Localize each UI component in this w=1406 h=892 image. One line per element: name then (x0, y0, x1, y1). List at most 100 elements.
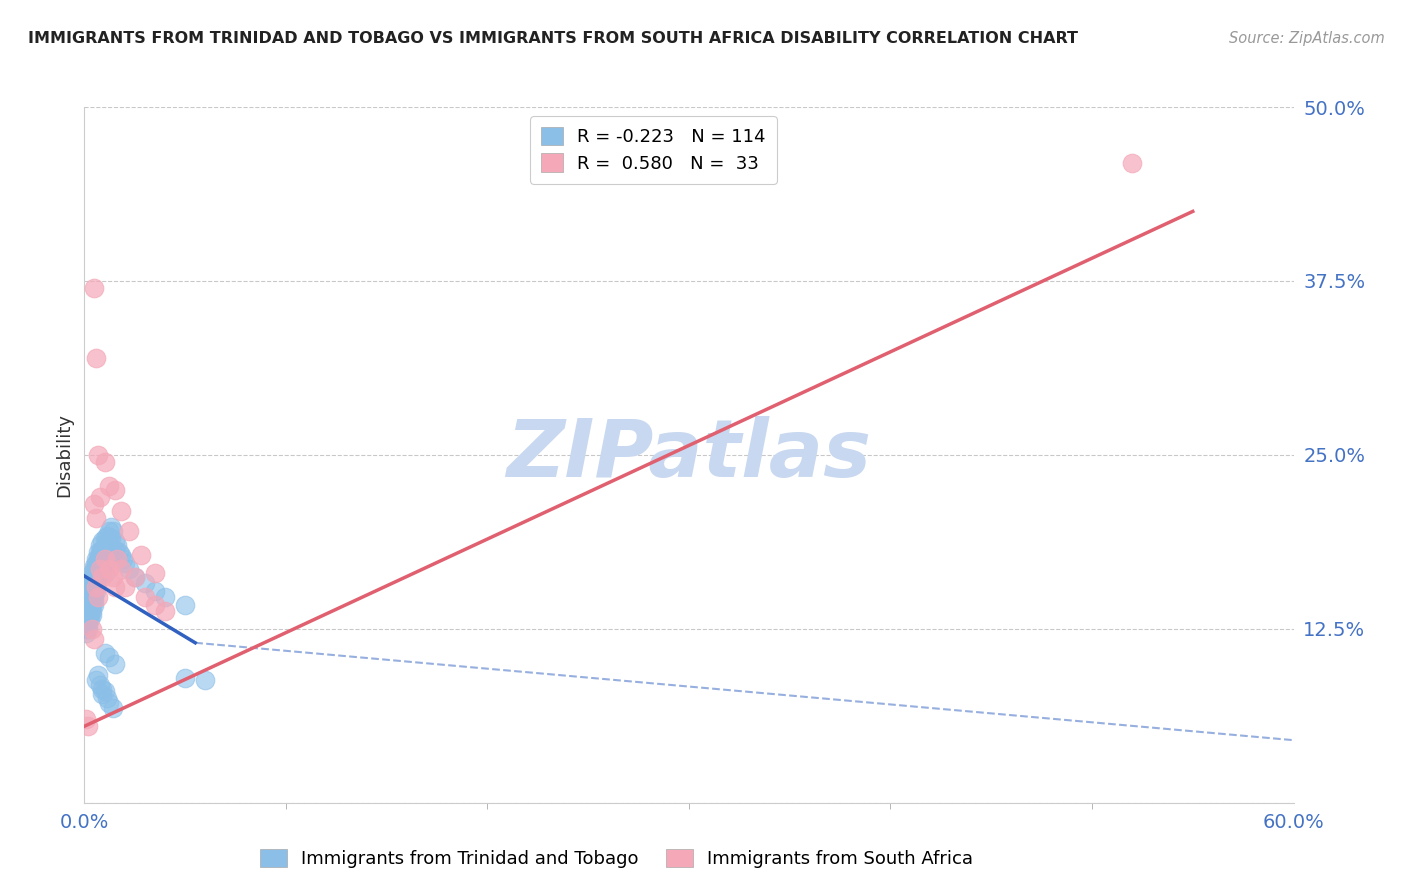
Point (89, 562, 111, 576)
Point (86, 351, 108, 365)
Point (86, 673, 108, 688)
Point (82, 576, 104, 591)
Point (77, 604, 100, 618)
Point (114, 557, 136, 571)
Point (77, 590, 100, 604)
Point (87, 448, 110, 462)
Point (75, 626, 97, 640)
Point (104, 483, 127, 497)
Point (87, 562, 110, 576)
Point (101, 701, 124, 715)
Point (82, 622, 104, 636)
Point (111, 552, 134, 566)
Point (77, 622, 100, 636)
Point (114, 580, 136, 594)
Point (89, 566, 111, 581)
Point (77, 598, 100, 612)
Point (86, 552, 108, 566)
Point (118, 562, 141, 576)
Point (79, 598, 101, 612)
Point (79, 604, 101, 618)
Point (96, 528, 118, 542)
Point (153, 604, 176, 618)
Point (75, 587, 97, 601)
Point (83, 594, 105, 608)
Point (97, 545, 120, 559)
Point (153, 590, 176, 604)
Point (87, 566, 110, 581)
Point (174, 671, 197, 685)
Point (89, 677, 111, 691)
Legend: Immigrants from Trinidad and Tobago, Immigrants from South Africa: Immigrants from Trinidad and Tobago, Imm… (250, 840, 983, 877)
Point (91, 552, 114, 566)
Point (97, 649, 120, 664)
Point (104, 580, 127, 594)
Text: ZIPatlas: ZIPatlas (506, 416, 872, 494)
Point (134, 576, 156, 591)
Point (77, 580, 100, 594)
Point (75, 612, 97, 626)
Point (86, 580, 108, 594)
Point (77, 617, 100, 632)
Point (91, 570, 114, 584)
Point (86, 580, 108, 594)
Point (124, 570, 146, 584)
Point (97, 534, 120, 549)
Point (83, 632, 105, 646)
Point (89, 538, 111, 552)
Text: IMMIGRANTS FROM TRINIDAD AND TOBAGO VS IMMIGRANTS FROM SOUTH AFRICA DISABILITY C: IMMIGRANTS FROM TRINIDAD AND TOBAGO VS I… (28, 31, 1078, 46)
Point (86, 510, 108, 524)
Point (143, 584, 166, 599)
Point (82, 598, 104, 612)
Point (93, 455, 115, 469)
Point (79, 590, 101, 604)
Point (89, 552, 111, 566)
Point (82, 604, 104, 618)
Point (79, 594, 101, 608)
Point (75, 712, 97, 726)
Point (75, 607, 97, 622)
Point (93, 646, 115, 660)
Point (174, 598, 197, 612)
Point (100, 520, 122, 534)
Point (87, 545, 110, 559)
Point (91, 534, 114, 549)
Y-axis label: Disability: Disability (55, 413, 73, 497)
Point (79, 612, 101, 626)
Point (87, 590, 110, 604)
Point (91, 681, 114, 696)
Point (1121, 155, 1143, 169)
Point (75, 598, 97, 612)
Point (100, 532, 122, 546)
Point (91, 542, 114, 557)
Point (83, 570, 105, 584)
Point (83, 580, 105, 594)
Point (97, 562, 120, 576)
Point (93, 557, 115, 571)
Point (75, 590, 97, 604)
Point (104, 657, 127, 671)
Point (77, 594, 100, 608)
Point (79, 573, 101, 587)
Point (89, 545, 111, 559)
Point (87, 667, 110, 681)
Point (75, 604, 97, 618)
Point (110, 548, 132, 562)
Point (79, 576, 101, 591)
Point (83, 598, 105, 612)
Point (86, 584, 108, 599)
Point (89, 559, 111, 574)
Point (105, 552, 128, 566)
Point (93, 538, 115, 552)
Point (83, 559, 105, 574)
Point (77, 607, 100, 622)
Point (194, 673, 217, 688)
Point (87, 557, 110, 571)
Point (104, 542, 127, 557)
Point (82, 566, 104, 581)
Point (107, 545, 129, 559)
Point (104, 534, 127, 549)
Point (82, 607, 104, 622)
Point (91, 687, 114, 701)
Point (124, 570, 146, 584)
